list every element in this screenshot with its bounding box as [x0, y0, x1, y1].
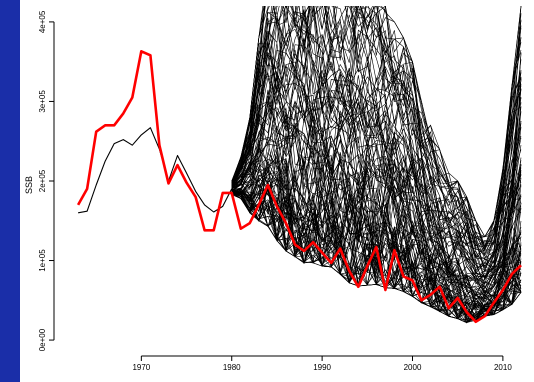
y-tick-label: 2e+05: [38, 169, 47, 192]
x-tick-label: 2010: [494, 363, 512, 372]
x-tick-label: 1990: [313, 363, 331, 372]
y-tick-label: 4e+05: [38, 10, 47, 33]
ensemble-trajectory-line: [231, 113, 522, 303]
y-tick-label: 1e+05: [38, 249, 47, 272]
ensemble-trajectory-line: [231, 6, 522, 250]
ensemble-lines: [231, 6, 522, 324]
x-tick-label: 1980: [223, 363, 241, 372]
ensemble-trajectory-line: [231, 6, 522, 247]
y-tick-label: 3e+05: [38, 90, 47, 113]
ensemble-trajectory-line: [231, 126, 522, 308]
ensemble-trajectory-line: [231, 103, 522, 296]
ensemble-trajectory-line: [231, 6, 522, 251]
series-lines: [76, 49, 522, 324]
ensemble-trajectory-line: [231, 6, 522, 252]
ensemble-trajectory-line: [231, 95, 522, 284]
ensemble-trajectory-line: [231, 6, 522, 237]
y-axis-title: SSB: [24, 176, 34, 194]
ensemble-trajectory-line: [231, 165, 522, 305]
ensemble-trajectory-line: [231, 6, 522, 255]
x-tick-label: 1970: [132, 363, 150, 372]
black-series-line: [78, 127, 233, 214]
ssb-line-chart: 1970 1980 1990 2000 2010 0e+00 1e+05 2e+05 3e+05…: [24, 6, 530, 372]
ensemble-trajectory-line: [231, 72, 522, 286]
axes: 1970 1980 1990 2000 2010 0e+00 1e+05 2e+05 3e+05…: [38, 10, 512, 372]
ensemble-trajectory-line: [231, 38, 522, 277]
ensemble-trajectory-line: [231, 183, 522, 311]
ensemble-trajectory-line: [231, 139, 522, 308]
ensemble-trajectory-line: [231, 6, 522, 257]
ensemble-trajectory-line: [231, 91, 522, 295]
ensemble-trajectory-line: [231, 188, 522, 321]
ensemble-trajectory-line: [231, 14, 522, 273]
ensemble-trajectory-line: [231, 139, 522, 298]
ensemble-trajectory-line: [231, 192, 522, 323]
ensemble-trajectory-line: [231, 132, 522, 310]
ensemble-trajectory-line: [231, 12, 522, 272]
ensemble-trajectory-line: [231, 6, 522, 251]
chart-canvas: 1970 1980 1990 2000 2010 0e+00 1e+05 2e+05 3e+05…: [20, 0, 534, 382]
ensemble-trajectory-line: [231, 13, 522, 259]
red-series-line: [76, 49, 522, 324]
y-tick-label: 0e+00: [38, 328, 47, 351]
x-tick-label: 2000: [404, 363, 422, 372]
ensemble-trajectory-line: [231, 6, 522, 238]
ensemble-trajectory-line: [231, 6, 522, 258]
ensemble-trajectory-line: [231, 6, 522, 238]
ensemble-trajectory-line: [231, 6, 522, 255]
ensemble-trajectory-line: [231, 43, 522, 277]
